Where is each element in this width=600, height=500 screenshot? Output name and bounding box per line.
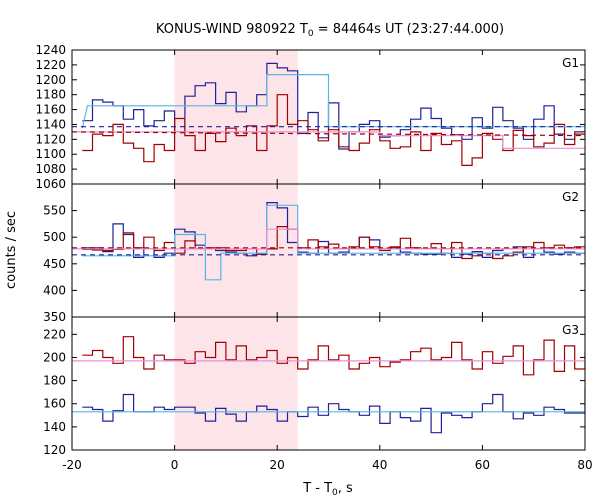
x-tick-label: 40 — [372, 458, 387, 472]
x-axis-label-tail: , s — [338, 481, 353, 496]
panel-label: G2 — [562, 190, 579, 204]
y-tick-label: 120 — [43, 443, 66, 457]
y-tick-label: 400 — [43, 283, 66, 297]
x-axis-label-sub: 0 — [332, 488, 338, 498]
series-group — [72, 336, 585, 434]
series-group — [72, 62, 585, 166]
y-tick-label: 500 — [43, 230, 66, 244]
y-tick-label: 200 — [43, 350, 66, 364]
y-tick-label: 220 — [43, 327, 66, 341]
panel-label: G3 — [562, 323, 579, 337]
series-group — [72, 202, 585, 281]
chart-title: KONUS-WIND 980922 T0 = 84464s UT (23:27:… — [156, 22, 504, 39]
y-tick-label: 1120 — [35, 132, 66, 146]
y-tick-label: 1200 — [35, 73, 66, 87]
panel-g1: 1060108011001120114011601180120012201240… — [35, 43, 586, 191]
panel-frame — [71, 316, 586, 451]
plot-area: 1060108011001120114011601180120012201240… — [35, 43, 592, 472]
y-tick-label: 1220 — [35, 58, 66, 72]
y-tick-label: 1080 — [35, 162, 66, 176]
y-tick-label: 350 — [43, 310, 66, 324]
chart-title-sub: 0 — [308, 29, 314, 39]
y-tick-label: 1160 — [35, 103, 66, 117]
chart-title-tail: = 84464s UT (23:27:44.000) — [314, 22, 504, 37]
panel-g2: 350 400 450 500 550 G2 — [43, 183, 586, 324]
y-tick-label: 180 — [43, 374, 66, 388]
series-pink-line — [72, 228, 585, 250]
chart-title-main: KONUS-WIND 980922 T — [156, 22, 308, 37]
y-axis-label: counts / sec — [4, 211, 19, 289]
series-dark-blue-step — [82, 62, 585, 150]
y-tick-label: 1240 — [35, 43, 66, 57]
series-dark-red-step — [82, 94, 585, 166]
y-tick-label: 140 — [43, 420, 66, 434]
series-dark-red-step — [82, 336, 585, 376]
y-tick-label: 160 — [43, 397, 66, 411]
x-tick-label: 60 — [475, 458, 490, 472]
y-tick-label: 1180 — [35, 88, 66, 102]
y-tick-label: 1100 — [35, 147, 66, 161]
x-tick-label: -20 — [62, 458, 82, 472]
series-pink-line — [72, 131, 585, 149]
x-tick-label: 20 — [270, 458, 285, 472]
panel-label: G1 — [562, 56, 579, 70]
series-light-blue-step — [82, 204, 585, 281]
series-dark-red-dashed — [72, 131, 585, 137]
x-tick-label: 0 — [171, 458, 179, 472]
x-axis-label-main: T - T — [302, 481, 332, 496]
panel-g3: 120 140 160 180 200 220 G3 — [43, 316, 586, 457]
y-tick-label: 1060 — [35, 177, 66, 191]
y-tick-label: 550 — [43, 204, 66, 218]
x-axis-label: T - T0, s — [302, 481, 353, 498]
y-tick-label: 1140 — [35, 117, 66, 131]
y-tick-label: 450 — [43, 257, 66, 271]
x-tick-label: 80 — [577, 458, 592, 472]
